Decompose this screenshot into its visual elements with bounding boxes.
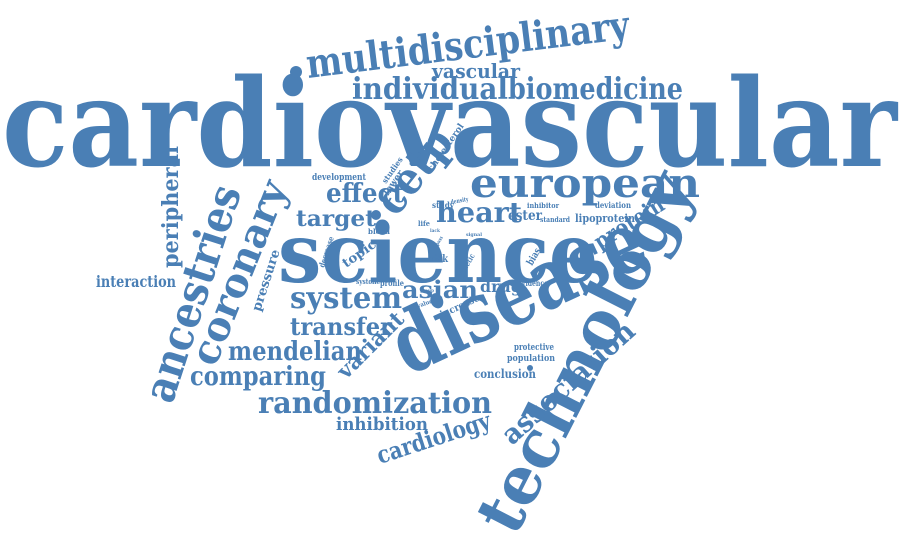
word-drug: drug [480, 277, 522, 296]
word-pass: pass [435, 235, 445, 247]
word-comparing: comparing [190, 362, 326, 392]
word-protective: protective [514, 343, 554, 353]
word-development: development [312, 173, 367, 183]
word-lack: lack [430, 228, 440, 234]
word-signal: signal [466, 232, 482, 238]
word-inhibition: inhibition [336, 414, 428, 435]
word-standard: standard [540, 215, 570, 224]
word-group: group [420, 288, 434, 294]
word-deviation: deviation [595, 200, 631, 210]
word-interaction: interaction [96, 272, 176, 291]
word-conclusion: conclusion [474, 367, 536, 381]
word-vascular: vascular [431, 59, 520, 83]
word-lipoprotein: lipoprotein [575, 212, 635, 225]
word-peripheral: peripheral [158, 146, 184, 268]
dot [371, 210, 381, 220]
word-individual: individual [352, 72, 508, 107]
word-ester: ester [508, 208, 543, 224]
word-blood: blood [368, 227, 390, 236]
word-effect: effect [326, 179, 404, 209]
dot [290, 66, 302, 78]
word-cardiovascular: cardiovascular [2, 51, 899, 195]
word-heart: heart [436, 196, 522, 229]
word-asian: asian [402, 275, 478, 304]
word-risk: risk [430, 254, 449, 265]
word-evidence: evidence [518, 278, 548, 288]
word-target: target [296, 206, 377, 232]
word-european: european [470, 160, 700, 207]
word-randomization: randomization [258, 386, 492, 421]
word-transfer: transfer [290, 312, 392, 341]
word-biomedicine: biomedicine [508, 72, 683, 107]
word-study: study [432, 200, 454, 210]
word-inhibitor: inhibitor [527, 201, 559, 210]
word-science: science [278, 206, 598, 302]
word-life: life [418, 219, 430, 228]
word-system: system [290, 281, 402, 316]
word-mendelian: mendelian [228, 337, 362, 367]
word-systolic: systolic [356, 277, 380, 286]
word-density: density [450, 196, 469, 206]
dot [390, 278, 394, 282]
dot [527, 365, 533, 371]
word-profile: profile [380, 278, 404, 288]
word-population: population [507, 354, 555, 364]
